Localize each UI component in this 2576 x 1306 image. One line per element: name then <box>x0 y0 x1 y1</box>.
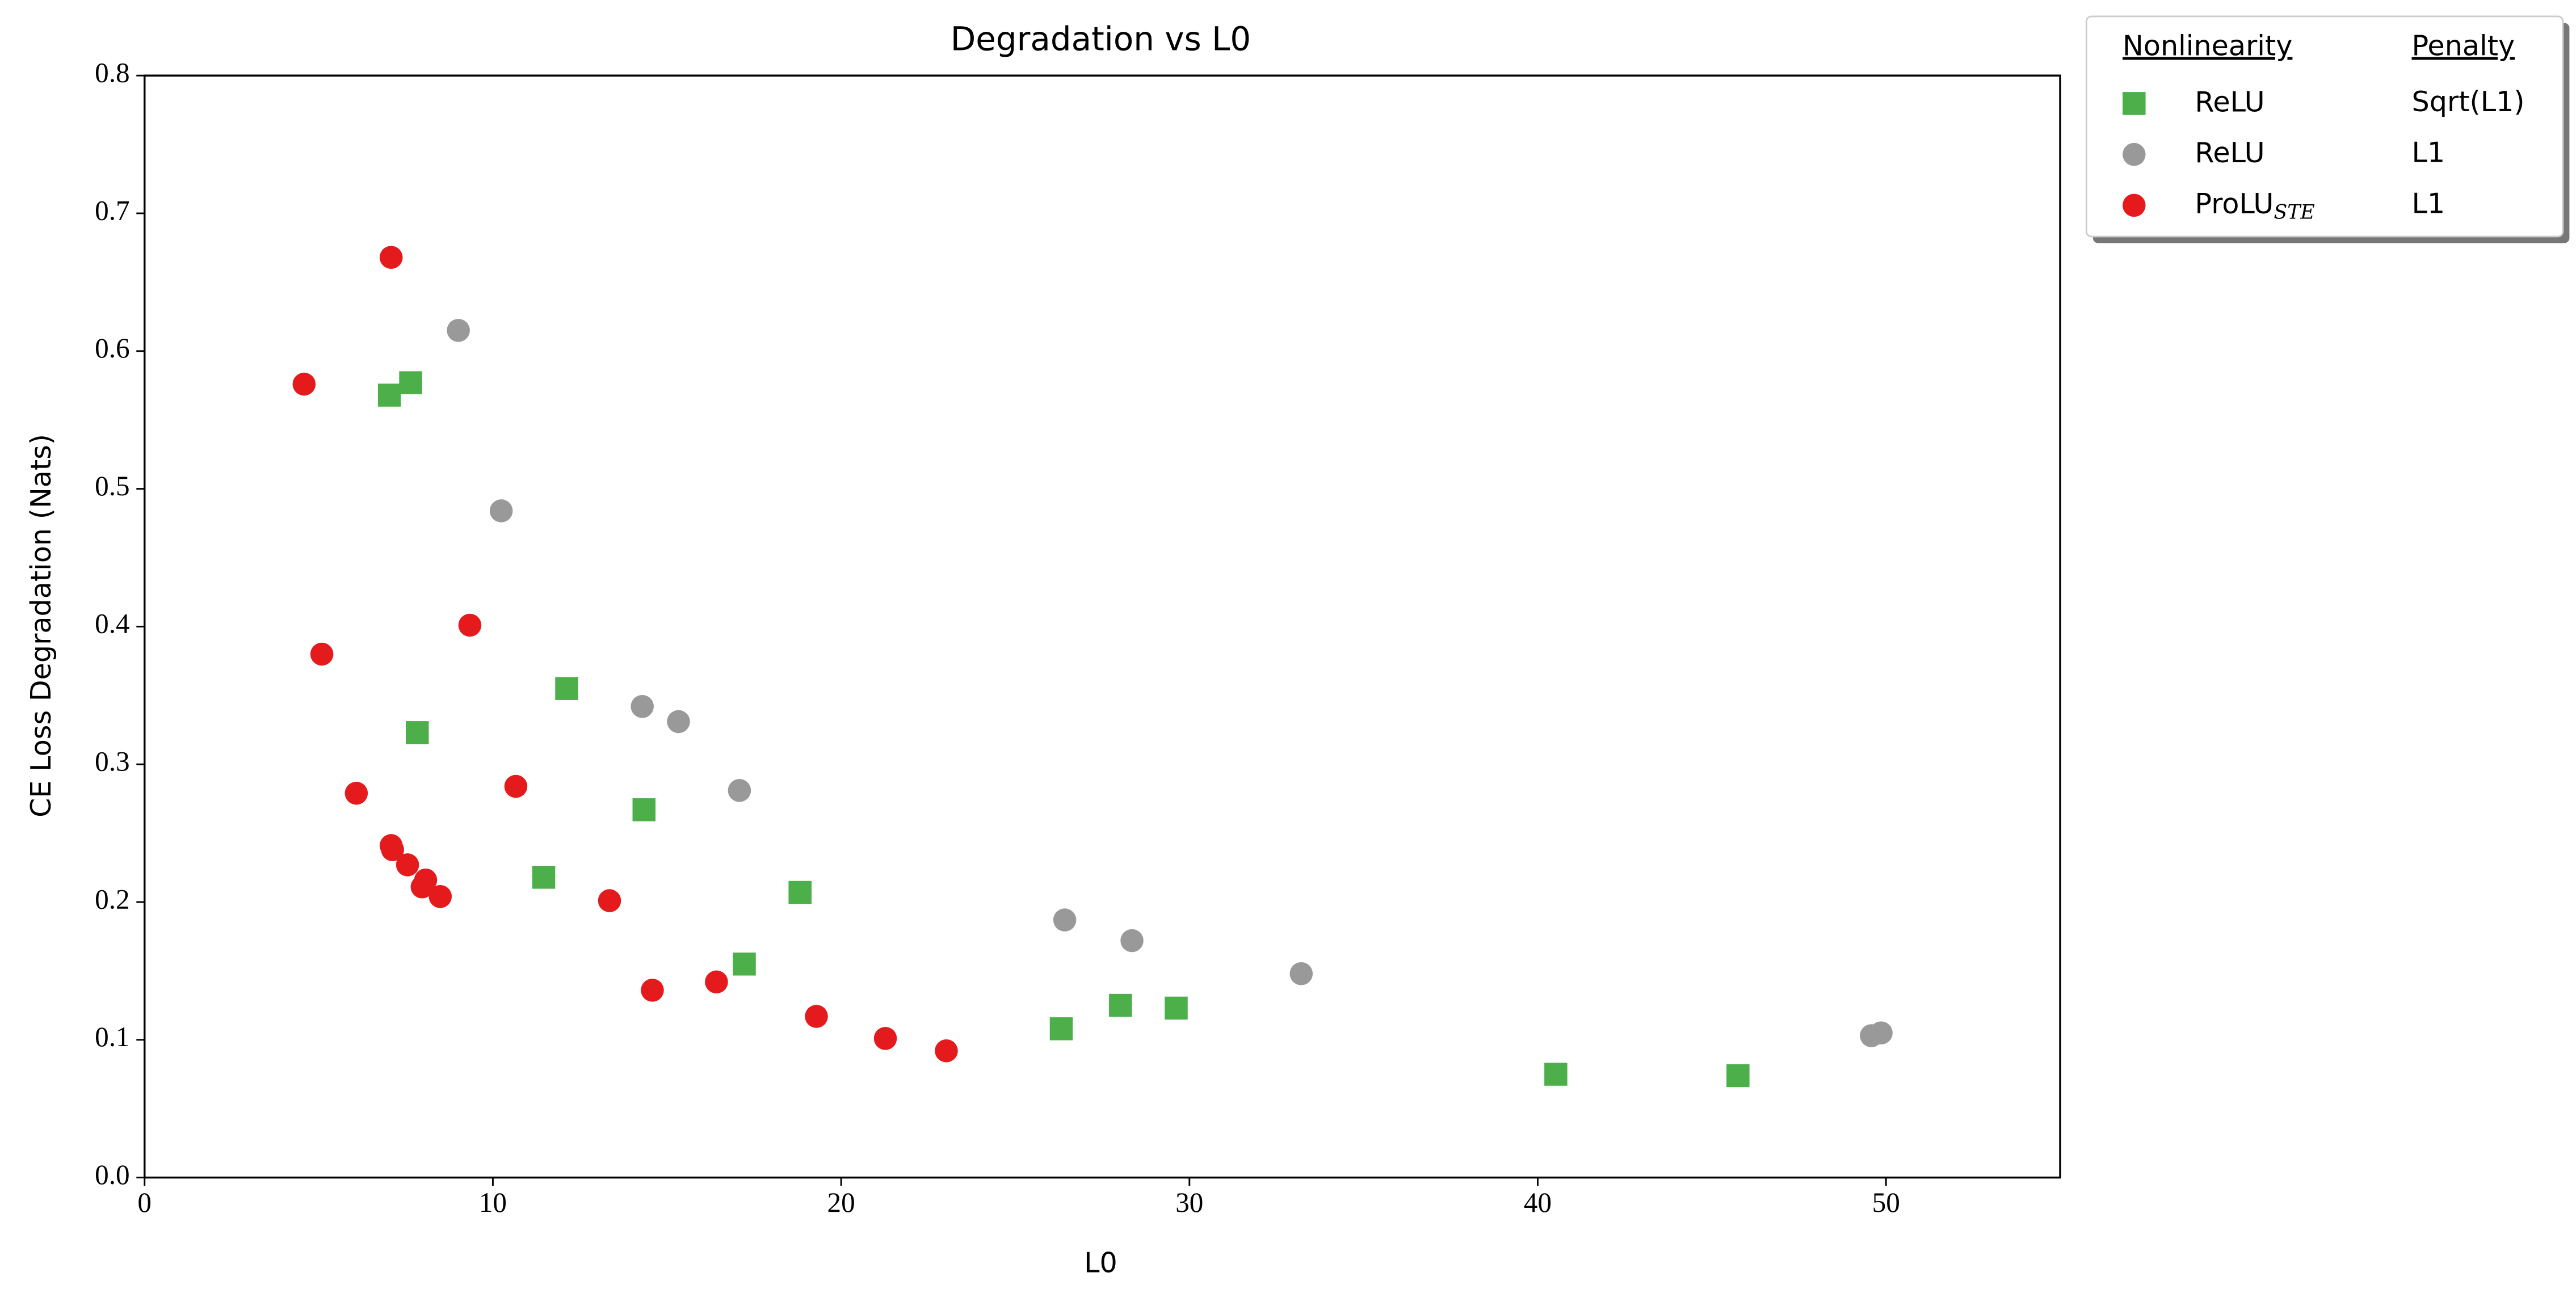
point <box>1053 908 1077 932</box>
point <box>399 371 422 394</box>
point <box>504 774 528 798</box>
x-tick-label: 20 <box>827 1187 855 1218</box>
y-axis-label: CE Loss Degradation (Nats) <box>24 434 57 818</box>
legend-nonlinearity-name: ReLU <box>2195 85 2264 118</box>
x-tick-label: 10 <box>479 1187 507 1218</box>
y-tick-label: 0.6 <box>95 332 130 364</box>
point <box>447 319 470 342</box>
legend-header: Penalty <box>2412 29 2515 62</box>
chart-title: Degradation vs L0 <box>951 20 1251 58</box>
legend-nonlinearity: ReLU <box>2195 85 2264 118</box>
legend-nonlinearity-name: ReLU <box>2195 136 2264 169</box>
point <box>381 838 404 861</box>
point <box>1726 1064 1750 1088</box>
point <box>396 853 419 877</box>
point <box>631 694 654 718</box>
point <box>935 1039 958 1063</box>
point <box>428 885 452 908</box>
point <box>873 1027 897 1050</box>
point <box>1165 996 1188 1020</box>
x-tick-label: 30 <box>1175 1187 1203 1218</box>
legend-nonlinearity-name: ProLU <box>2195 187 2274 220</box>
point <box>598 889 621 912</box>
point <box>532 866 556 889</box>
x-tick-label: 40 <box>1524 1187 1552 1218</box>
legend-nonlinearity: ProLUSTE <box>2195 187 2314 224</box>
point <box>377 384 401 407</box>
legend-header: Nonlinearity <box>2123 29 2292 62</box>
point <box>458 613 482 637</box>
legend-penalty: Sqrt(L1) <box>2412 85 2525 118</box>
point <box>641 979 664 1002</box>
point <box>705 970 728 994</box>
legend-penalty: L1 <box>2412 136 2445 169</box>
y-tick-label: 0.1 <box>95 1021 130 1052</box>
point <box>379 246 403 269</box>
legend: Nonlinearity Penalty ReLU Sqrt(L1) ReLU L1 Pro… <box>2085 15 2570 243</box>
y-tick-label: 0.8 <box>95 57 130 88</box>
point <box>410 875 434 899</box>
point <box>733 952 756 976</box>
legend-subscript: STE <box>2274 201 2314 224</box>
point <box>489 499 513 523</box>
point <box>1869 1021 1893 1044</box>
legend-box <box>2085 15 2564 238</box>
point <box>805 1005 828 1028</box>
legend-marker <box>2123 193 2146 217</box>
point <box>1544 1063 1568 1086</box>
point <box>344 781 368 805</box>
point <box>405 721 429 744</box>
point <box>310 642 334 666</box>
x-tick-label: 50 <box>1872 1187 1900 1218</box>
y-tick-label: 0.0 <box>95 1159 130 1190</box>
point <box>788 881 812 904</box>
point <box>1109 993 1132 1017</box>
y-tick-label: 0.4 <box>95 608 130 639</box>
legend-marker <box>2123 92 2146 115</box>
x-tick-label: 0 <box>137 1187 152 1218</box>
x-axis-label: L0 <box>1084 1246 1117 1279</box>
point <box>632 798 656 821</box>
point <box>728 779 751 802</box>
point <box>292 372 316 396</box>
legend-marker <box>2123 142 2146 166</box>
point <box>667 710 690 734</box>
y-tick-label: 0.3 <box>95 745 130 777</box>
y-tick-label: 0.7 <box>95 195 130 226</box>
point <box>1049 1017 1073 1040</box>
point <box>1289 962 1313 985</box>
point <box>555 677 578 700</box>
legend-nonlinearity: ReLU <box>2195 136 2264 169</box>
y-tick-label: 0.5 <box>95 470 130 502</box>
legend-penalty: L1 <box>2412 187 2445 220</box>
point <box>1120 929 1144 953</box>
y-tick-label: 0.2 <box>95 883 130 915</box>
